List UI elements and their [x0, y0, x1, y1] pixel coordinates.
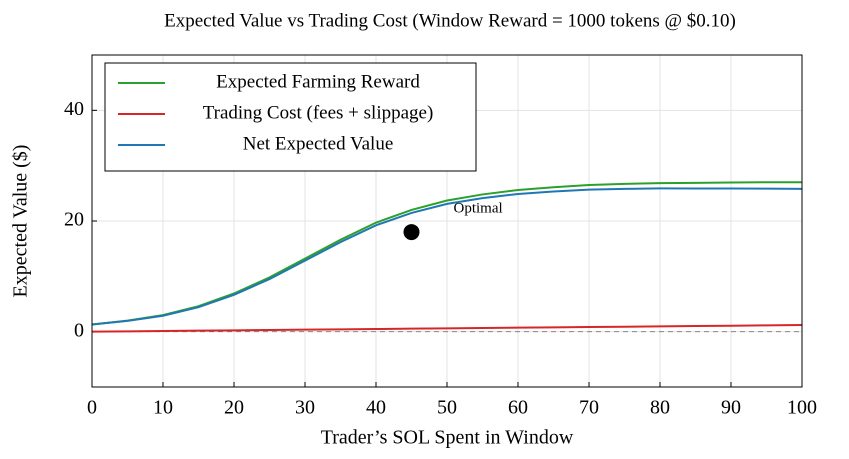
x-tick-label: 100: [787, 397, 817, 419]
y-tick-label: 40: [64, 98, 84, 120]
x-tick-label: 20: [224, 397, 244, 419]
legend-label: Trading Cost (fees + slippage): [203, 102, 434, 123]
series-line: [91, 181, 802, 326]
x-tick-label: 80: [650, 397, 670, 419]
y-axis-label: Expected Value ($): [10, 145, 32, 298]
y-tick-label: 20: [64, 209, 84, 231]
chart-title: Expected Value vs Trading Cost (Window R…: [164, 10, 736, 31]
legend-label: Net Expected Value: [243, 133, 394, 154]
legend-label: Expected Farming Reward: [216, 71, 420, 92]
x-tick-label: 90: [721, 397, 741, 419]
legend: Expected Farming Reward Trading Cost (fee…: [104, 62, 477, 172]
series-line: [91, 324, 803, 333]
x-tick-label: 70: [579, 397, 599, 419]
x-tick-label: 30: [295, 397, 315, 419]
plot-frame: [91, 54, 803, 388]
annotation-label: Optimal: [454, 201, 503, 217]
annotation-point: [403, 224, 420, 241]
x-tick-label: 60: [508, 397, 528, 419]
x-tick-label: 50: [437, 397, 457, 419]
x-axis-label: Trader’s SOL Spent in Window: [321, 427, 574, 449]
x-tick-label: 0: [87, 397, 97, 419]
y-tick-label: 0: [74, 319, 84, 341]
series-line: [91, 187, 803, 326]
x-tick-label: 10: [153, 397, 173, 419]
x-tick-label: 40: [366, 397, 386, 419]
legend-box: [104, 62, 477, 172]
